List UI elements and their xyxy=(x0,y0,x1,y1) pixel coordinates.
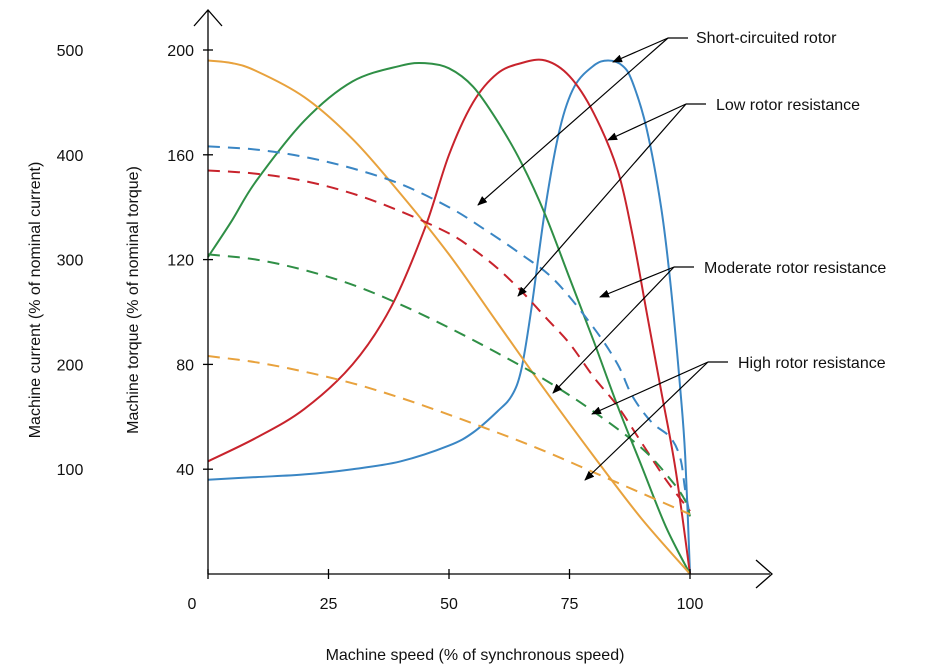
torque-curve-low-rotor-resistance xyxy=(207,58,691,575)
y-axis-label-torque: Machine torque (% of nominal torque) xyxy=(125,166,142,434)
annotation-label-moderate-rotor-resistance: Moderate rotor resistance xyxy=(704,260,886,277)
annotation-arrow-high-rotor-resistance xyxy=(584,361,709,481)
annotation-arrow-moderate-rotor-resistance xyxy=(552,266,675,394)
x-tick-label: 100 xyxy=(677,596,704,613)
torque-tick-label: 160 xyxy=(167,148,194,165)
x-tick-label: 0 xyxy=(188,596,197,613)
x-tick-label: 75 xyxy=(561,596,579,613)
annotation-arrow-short-circuited-rotor xyxy=(477,37,669,206)
torque-tick-label: 120 xyxy=(167,253,194,270)
current-tick-label: 400 xyxy=(57,148,84,165)
axes-layer xyxy=(193,9,773,589)
x-tick-label: 50 xyxy=(440,596,458,613)
annotation-arrow-low-rotor-resistance xyxy=(517,103,687,297)
annotation-label-high-rotor-resistance: High rotor resistance xyxy=(738,355,886,372)
y-axis-label-current: Machine current (% of nominal current) xyxy=(27,162,44,439)
annotation-arrow-low-rotor-resistance xyxy=(607,103,687,141)
annotation-layer: Short-circuited rotor Low rotor resistanc… xyxy=(477,30,886,481)
current-tick-label: 100 xyxy=(57,462,84,479)
annotation-arrow-moderate-rotor-resistance xyxy=(599,266,675,298)
current-tick-label: 200 xyxy=(57,357,84,374)
current-tick-label: 300 xyxy=(57,253,84,270)
torque-curve-high-rotor-resistance xyxy=(207,59,691,575)
torque-tick-label: 200 xyxy=(167,43,194,60)
tick-layer: 0 25 50 75 100 40 80 120 160 200 100 200 300 400 500 xyxy=(57,43,704,613)
torque-curve-short-circuited-rotor xyxy=(207,59,691,575)
x-tick-label: 25 xyxy=(320,596,338,613)
x-axis-label: Machine speed (% of synchronous speed) xyxy=(326,647,625,664)
current-curve-high-rotor-resistance xyxy=(207,355,691,516)
torque-curve-moderate-rotor-resistance xyxy=(207,61,691,575)
annotation-arrow-short-circuited-rotor xyxy=(612,37,669,63)
torque-tick-label: 80 xyxy=(176,357,194,374)
torque-tick-label: 40 xyxy=(176,462,194,479)
annotation-arrow-high-rotor-resistance xyxy=(591,361,709,415)
x-axis-arrowhead xyxy=(755,559,773,589)
current-curve-short-circuited-rotor xyxy=(207,145,691,517)
annotation-label-short-circuited-rotor: Short-circuited rotor xyxy=(696,30,837,47)
y-axis-arrowhead xyxy=(193,9,223,27)
annotation-label-low-rotor-resistance: Low rotor resistance xyxy=(716,97,860,114)
current-tick-label: 500 xyxy=(57,43,84,60)
current-curve-moderate-rotor-resistance xyxy=(207,253,691,517)
curve-layer xyxy=(207,58,691,575)
current-curve-low-rotor-resistance xyxy=(207,169,691,512)
